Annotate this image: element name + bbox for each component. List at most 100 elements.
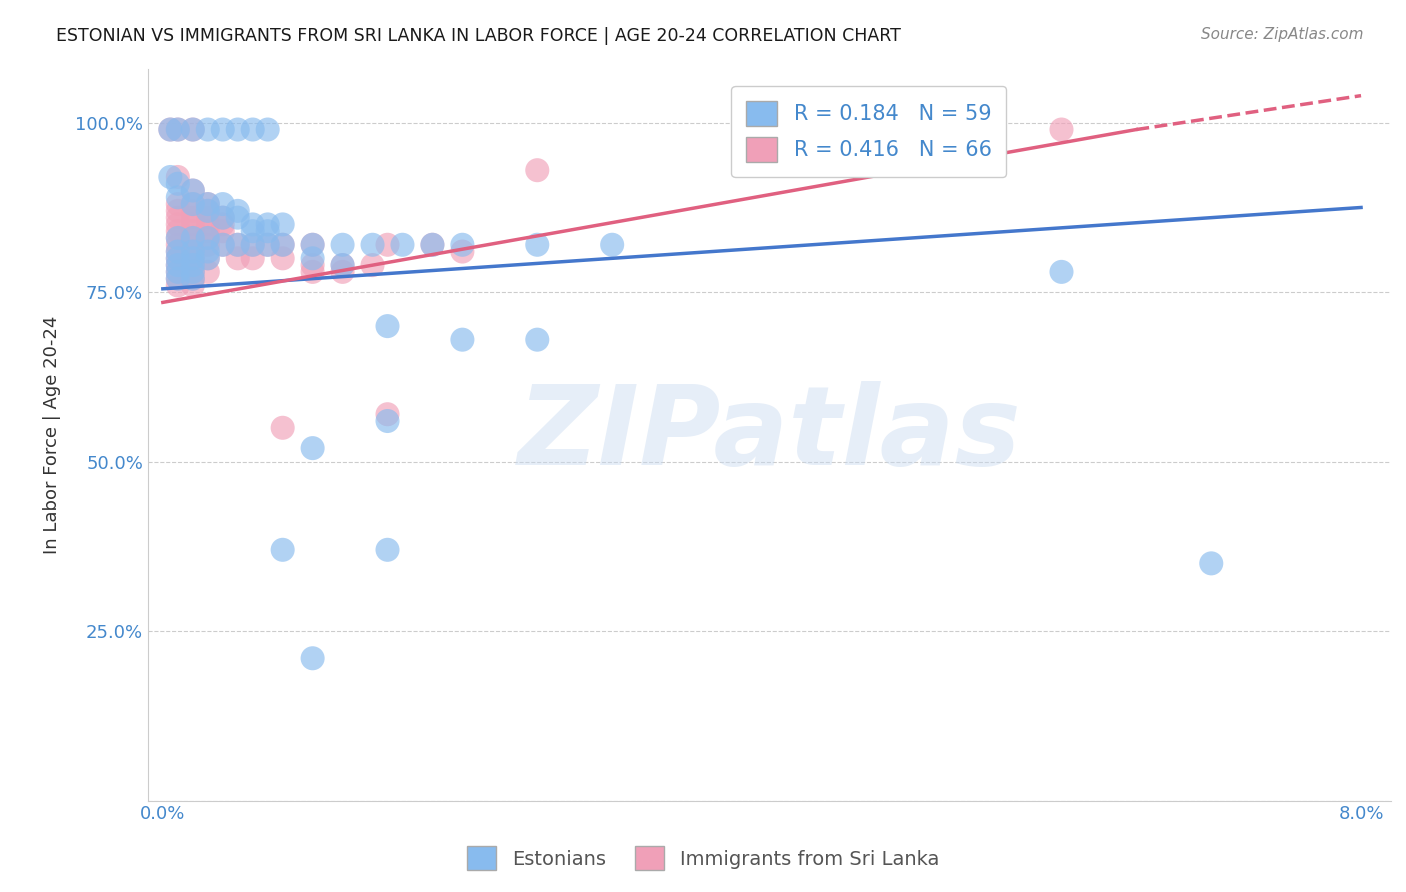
Point	[181, 122, 204, 136]
Point	[181, 231, 204, 245]
Point	[197, 252, 219, 266]
Point	[181, 252, 204, 266]
Point	[242, 218, 264, 232]
Point	[301, 258, 323, 272]
Point	[422, 237, 444, 252]
Point	[181, 258, 204, 272]
Point	[301, 441, 323, 455]
Point	[271, 237, 294, 252]
Point	[181, 184, 204, 198]
Point	[197, 265, 219, 279]
Point	[181, 197, 204, 211]
Point	[166, 252, 188, 266]
Point	[422, 237, 444, 252]
Point	[181, 184, 204, 198]
Point	[451, 244, 474, 259]
Point	[197, 203, 219, 218]
Point	[166, 122, 188, 136]
Point	[197, 197, 219, 211]
Point	[166, 122, 188, 136]
Point	[332, 258, 354, 272]
Point	[332, 265, 354, 279]
Point	[166, 271, 188, 285]
Point	[166, 237, 188, 252]
Point	[166, 231, 188, 245]
Point	[301, 651, 323, 665]
Point	[377, 237, 399, 252]
Point	[242, 252, 264, 266]
Point	[166, 224, 188, 238]
Point	[1050, 122, 1073, 136]
Point	[526, 237, 548, 252]
Point	[181, 271, 204, 285]
Point	[451, 237, 474, 252]
Legend: R = 0.184   N = 59, R = 0.416   N = 66: R = 0.184 N = 59, R = 0.416 N = 66	[731, 87, 1007, 177]
Point	[181, 203, 204, 218]
Point	[166, 190, 188, 204]
Point	[166, 203, 188, 218]
Point	[242, 237, 264, 252]
Point	[301, 237, 323, 252]
Point	[197, 211, 219, 225]
Point	[181, 197, 204, 211]
Point	[526, 163, 548, 178]
Point	[301, 265, 323, 279]
Point	[271, 237, 294, 252]
Point	[181, 231, 204, 245]
Point	[197, 122, 219, 136]
Point	[166, 218, 188, 232]
Y-axis label: In Labor Force | Age 20-24: In Labor Force | Age 20-24	[44, 316, 60, 554]
Text: Source: ZipAtlas.com: Source: ZipAtlas.com	[1201, 27, 1364, 42]
Legend: Estonians, Immigrants from Sri Lanka: Estonians, Immigrants from Sri Lanka	[460, 838, 946, 878]
Point	[211, 218, 233, 232]
Point	[197, 224, 219, 238]
Point	[166, 278, 188, 293]
Point	[242, 237, 264, 252]
Point	[256, 122, 278, 136]
Point	[197, 237, 219, 252]
Point	[242, 122, 264, 136]
Point	[256, 237, 278, 252]
Point	[377, 319, 399, 334]
Point	[256, 224, 278, 238]
Point	[181, 122, 204, 136]
Point	[211, 224, 233, 238]
Point	[166, 244, 188, 259]
Point	[181, 224, 204, 238]
Point	[226, 237, 249, 252]
Point	[197, 231, 219, 245]
Point	[301, 237, 323, 252]
Point	[271, 252, 294, 266]
Point	[166, 231, 188, 245]
Point	[197, 197, 219, 211]
Point	[226, 211, 249, 225]
Point	[226, 203, 249, 218]
Point	[197, 244, 219, 259]
Point	[301, 252, 323, 266]
Point	[226, 252, 249, 266]
Point	[1201, 557, 1223, 571]
Point	[1050, 265, 1073, 279]
Text: ZIPatlas: ZIPatlas	[517, 381, 1021, 488]
Point	[181, 218, 204, 232]
Point	[211, 197, 233, 211]
Point	[166, 265, 188, 279]
Point	[332, 237, 354, 252]
Point	[451, 333, 474, 347]
Point	[377, 542, 399, 557]
Point	[271, 218, 294, 232]
Point	[166, 197, 188, 211]
Point	[377, 414, 399, 428]
Point	[181, 211, 204, 225]
Point	[159, 169, 181, 184]
Point	[159, 122, 181, 136]
Point	[391, 237, 413, 252]
Point	[271, 542, 294, 557]
Point	[361, 237, 384, 252]
Point	[197, 203, 219, 218]
Point	[526, 333, 548, 347]
Point	[166, 265, 188, 279]
Point	[197, 231, 219, 245]
Point	[181, 244, 204, 259]
Text: ESTONIAN VS IMMIGRANTS FROM SRI LANKA IN LABOR FORCE | AGE 20-24 CORRELATION CHA: ESTONIAN VS IMMIGRANTS FROM SRI LANKA IN…	[56, 27, 901, 45]
